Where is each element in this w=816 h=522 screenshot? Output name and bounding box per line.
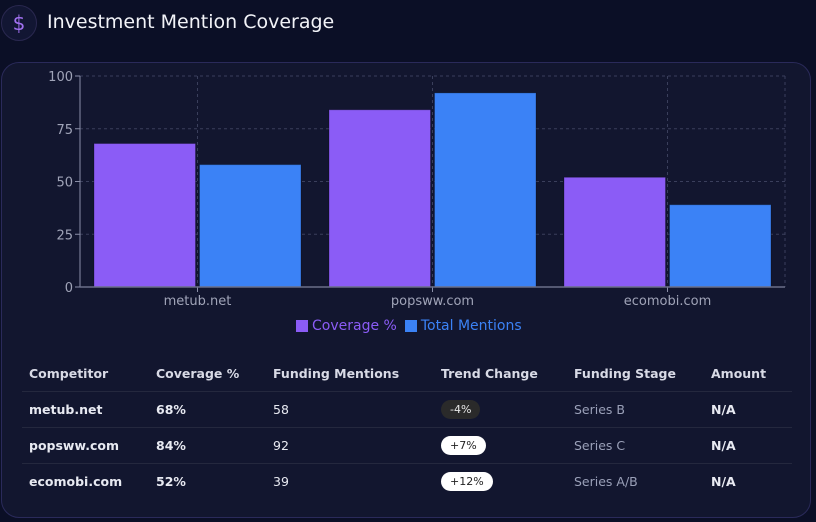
y-tick-label: 0 [65,281,73,296]
cell-trend: +7% [434,427,567,464]
page-title: Investment Mention Coverage [47,11,335,33]
header: $ Investment Mention Coverage [0,0,816,46]
legend-swatch-coverage [296,320,308,332]
legend-swatch-mentions [404,320,417,332]
cell-stage: Series A/B [574,474,638,489]
x-tick-label: metub.net [164,294,232,309]
bar-mentions-ecomobi-com [669,204,772,288]
grid [80,75,786,287]
header-funding-mentions: Funding Mentions [266,356,434,392]
table-row: popsww.com 84% 92 +7% Series C N/A [22,427,792,464]
chart-legend: Coverage % Total Mentions [296,318,522,334]
cell-competitor: popsww.com [22,427,149,464]
cell-amount: N/A [704,427,792,464]
bar-chart: 0 25 50 75 100 metub.net popsww.com ecomobi.com [48,70,786,309]
cell-coverage: 84% [149,427,266,464]
x-tick-label: popsww.com [391,294,474,309]
cell-amount: N/A [711,474,736,489]
y-tick-label: 75 [56,123,73,138]
table-header-row: Competitor Coverage % Funding Mentions T… [22,356,792,392]
legend-label-coverage: Coverage % [312,318,397,334]
cell-trend: +12% [434,464,567,500]
axes: 0 25 50 75 100 metub.net popsww.com ecomobi.com [48,70,785,309]
cell-stage: Series C [567,427,704,464]
trend-badge: +12% [441,472,493,491]
x-tick-label: ecomobi.com [624,294,711,309]
cell-coverage: 52% [156,474,186,489]
cell-stage: Series B [567,391,704,428]
header-coverage: Coverage % [149,356,266,392]
header-funding-stage: Funding Stage [567,356,704,392]
cell-mentions: 39 [273,474,289,489]
trend-badge: -4% [441,400,481,419]
table-row: metub.net 68% 58 -4% Series B N/A [22,391,792,428]
dollar-icon: $ [1,5,37,41]
cell-amount: N/A [704,391,792,428]
header-amount: Amount [704,356,792,392]
cell-mentions: 92 [266,427,434,464]
y-tick-label: 25 [56,228,73,243]
trend-badge: +7% [441,436,486,455]
header-competitor: Competitor [22,356,149,392]
cell-coverage: 68% [149,391,266,428]
header-trend-change: Trend Change [434,356,567,392]
bar-coverage-popsww-com [328,109,431,288]
bar-coverage-ecomobi-com [563,176,666,288]
cell-trend: -4% [434,391,567,428]
legend-label-mentions: Total Mentions [420,318,522,334]
legend-item-coverage[interactable]: Coverage % [296,318,397,334]
legend-item-mentions[interactable]: Total Mentions [404,318,522,334]
dollar-glyph: $ [12,11,26,35]
table-row: ecomobi.com 52% 39 +12% Series A/B N/A [22,464,792,500]
cell-mentions: 58 [266,391,434,428]
bars [93,92,772,288]
y-tick-label: 50 [56,176,73,191]
cell-competitor: metub.net [22,391,149,428]
competitor-table: Competitor Coverage % Funding Mentions T… [22,356,792,499]
bar-coverage-metub-net [93,143,196,288]
y-tick-label: 100 [48,70,73,85]
bar-mentions-metub-net [199,164,302,288]
bar-mentions-popsww-com [434,92,537,288]
cell-competitor: ecomobi.com [29,474,123,489]
